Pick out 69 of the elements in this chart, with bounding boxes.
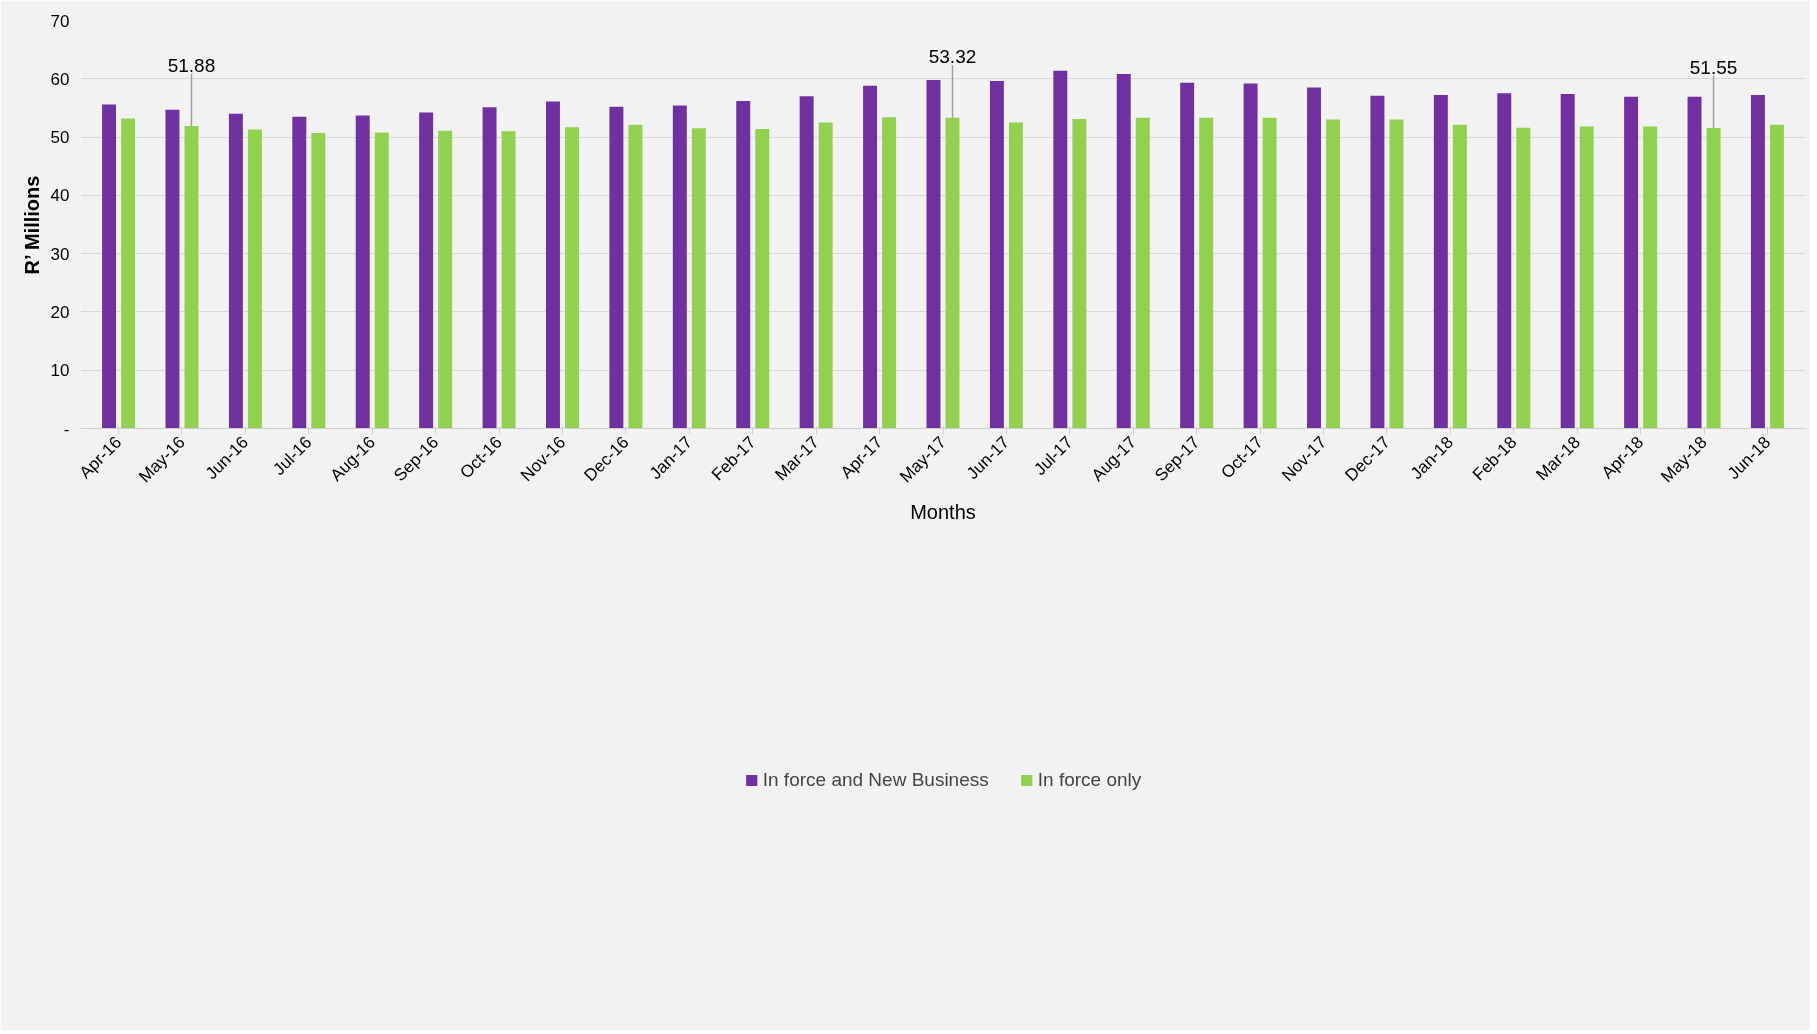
y-tick-label: 50 <box>50 128 70 148</box>
bar <box>1706 128 1721 429</box>
bar <box>228 113 243 429</box>
bar <box>419 112 434 429</box>
bar <box>501 131 516 429</box>
y-tick-label: 10 <box>50 361 70 381</box>
bar <box>1389 119 1404 429</box>
bar <box>882 117 897 429</box>
bar <box>1370 95 1385 429</box>
annotation: 51.88 <box>167 54 216 76</box>
bar <box>546 101 560 429</box>
bar <box>565 127 579 429</box>
bar <box>311 132 326 429</box>
bar <box>438 130 453 429</box>
bar <box>818 122 833 429</box>
bar <box>736 100 751 429</box>
bar <box>1560 93 1575 429</box>
bar <box>989 81 1004 429</box>
bar <box>1326 119 1340 429</box>
y-axis-title: R’ Millions <box>20 175 43 275</box>
bar <box>1008 122 1023 429</box>
bar <box>609 106 624 429</box>
legend-label: In force only <box>1037 769 1142 791</box>
bar <box>945 117 960 429</box>
y-tick-label: 20 <box>50 302 70 322</box>
bar <box>102 104 117 429</box>
bar <box>1072 119 1087 429</box>
bar <box>1624 96 1639 429</box>
bar <box>799 96 814 429</box>
bar <box>1262 117 1277 429</box>
bar <box>1180 82 1195 429</box>
bar <box>1750 95 1765 429</box>
y-tick-label: 40 <box>50 186 70 206</box>
x-axis-title: Months <box>910 501 976 524</box>
bar <box>1135 117 1150 429</box>
bar <box>121 118 136 429</box>
bar <box>292 116 307 429</box>
bar <box>374 132 389 429</box>
annotation: 51.55 <box>1689 56 1738 78</box>
legend-label: In force and New Business <box>762 769 989 791</box>
bar <box>1643 126 1658 429</box>
bar <box>1433 95 1448 429</box>
bar <box>184 126 199 429</box>
bar <box>1116 74 1131 429</box>
annotation: 53.32 <box>928 46 977 68</box>
bar <box>247 129 262 429</box>
bar <box>672 105 687 429</box>
bar <box>1516 127 1531 429</box>
bar <box>1452 124 1467 429</box>
bar <box>165 109 180 429</box>
bar <box>1769 124 1784 429</box>
bar <box>1199 117 1214 429</box>
bar <box>1497 93 1512 429</box>
bar <box>691 128 706 429</box>
y-tick-label: 70 <box>50 11 70 31</box>
bar <box>482 107 497 429</box>
y-tick-label: - <box>63 419 70 439</box>
bar <box>355 115 370 429</box>
bar <box>926 79 941 429</box>
y-tick-label: 60 <box>50 69 70 89</box>
bar <box>628 124 643 429</box>
bar <box>863 85 878 429</box>
bar <box>755 128 770 429</box>
bar <box>1053 70 1068 429</box>
bar <box>1243 83 1258 429</box>
bar <box>1307 87 1321 429</box>
bar <box>1687 96 1702 429</box>
bar <box>1579 126 1594 429</box>
y-tick-label: 30 <box>50 244 70 264</box>
